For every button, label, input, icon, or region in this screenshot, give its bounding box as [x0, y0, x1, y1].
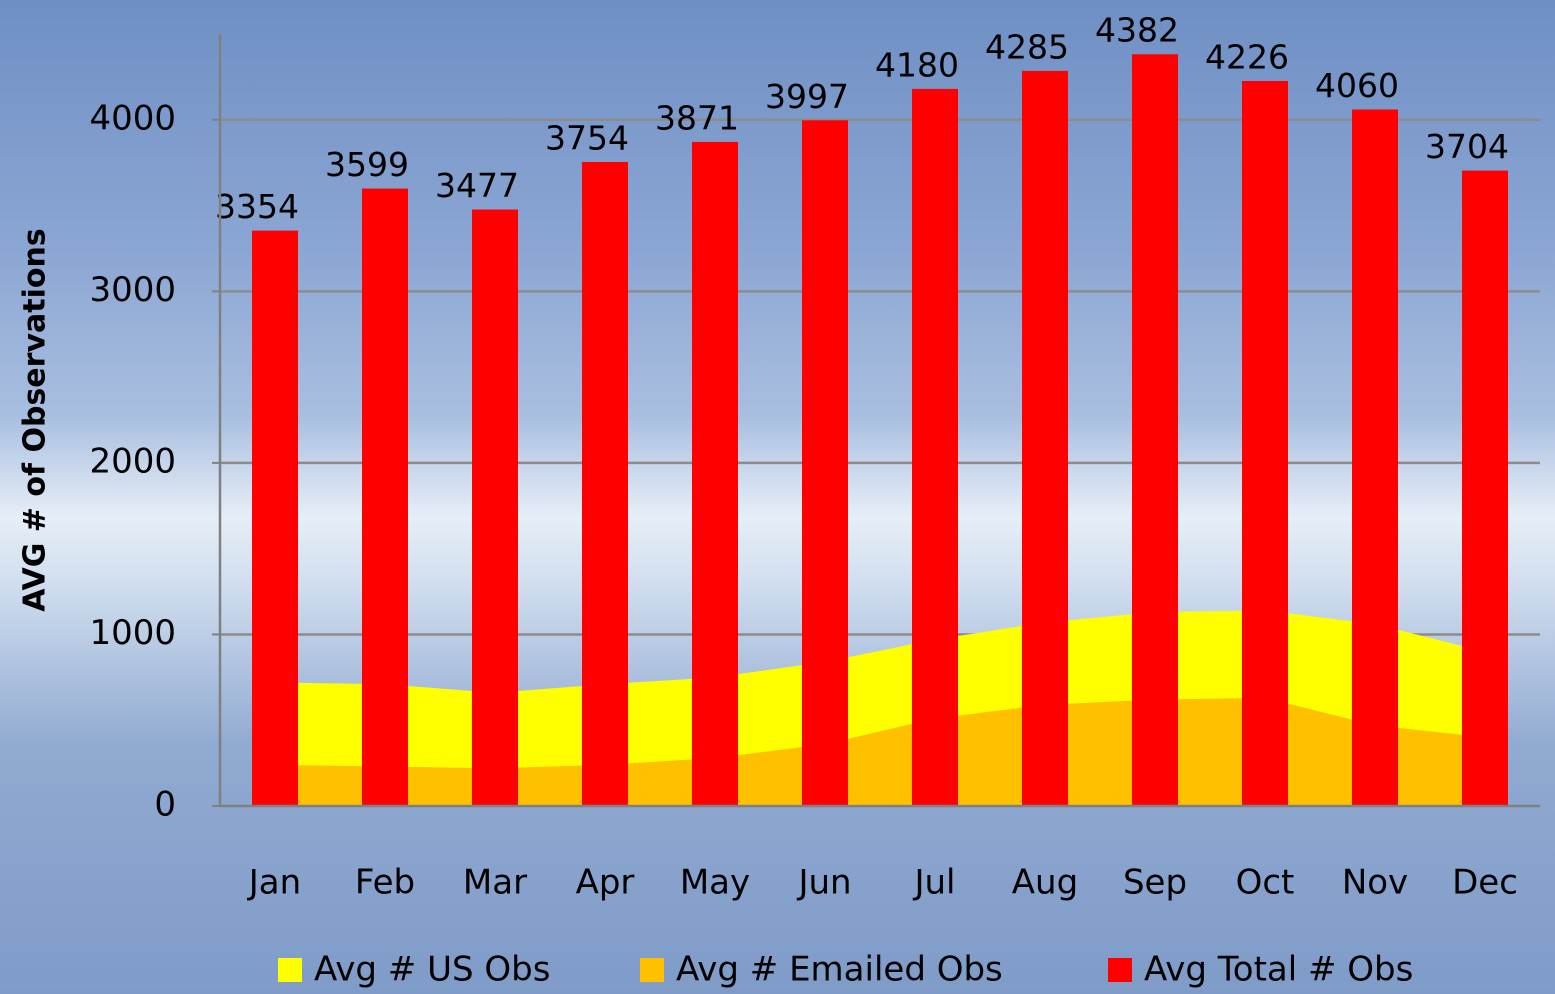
bar	[362, 189, 408, 806]
y-tick-label: 4000	[89, 98, 176, 138]
bar	[1022, 71, 1068, 806]
y-axis-title: AVG # of Observations	[18, 228, 53, 611]
chart: AVG # of Observations 0 1000 2000 3000 4000 3…	[0, 0, 1555, 994]
data-label: 3599	[325, 145, 409, 184]
legend-swatch	[640, 958, 664, 982]
data-label: 3704	[1425, 127, 1509, 166]
bar	[1132, 54, 1178, 806]
data-label: 4382	[1095, 11, 1179, 50]
y-tick-label: 3000	[89, 270, 176, 310]
legend-swatch	[1108, 958, 1132, 982]
x-tick-label: Sep	[1123, 863, 1187, 903]
x-tick-label: Feb	[355, 863, 415, 903]
y-tick-label: 0	[154, 785, 176, 825]
legend-label: Avg Total # Obs	[1144, 950, 1413, 990]
data-label: 4180	[875, 45, 959, 84]
bar	[1242, 81, 1288, 806]
bar	[802, 120, 848, 806]
page: {"chart_data": {"type": "bar", "y_label"…	[0, 0, 1555, 994]
data-label: 3477	[435, 166, 519, 205]
y-tick-label: 2000	[89, 441, 176, 481]
bar	[692, 142, 738, 806]
x-tick-label: Mar	[463, 863, 527, 903]
bar	[252, 231, 298, 806]
data-label: 3871	[655, 98, 739, 137]
bar	[472, 210, 518, 806]
legend-label: Avg # US Obs	[314, 950, 550, 990]
x-tick-label: Jan	[247, 863, 301, 903]
x-tick-label: Aug	[1012, 863, 1078, 903]
x-tick-label: Oct	[1236, 863, 1295, 903]
x-tick-label: Nov	[1342, 863, 1408, 903]
data-label: 4226	[1205, 38, 1289, 77]
data-label: 3997	[765, 77, 849, 116]
x-tick-label: May	[680, 863, 750, 903]
data-label: 4285	[985, 27, 1069, 66]
bar	[912, 89, 958, 806]
data-label: 3754	[545, 118, 629, 157]
x-tick-label: Jul	[912, 863, 955, 903]
legend-swatch	[278, 958, 302, 982]
bar	[1352, 109, 1398, 806]
data-label: 3354	[215, 187, 299, 226]
x-tick-label: Dec	[1452, 863, 1518, 903]
y-tick-label: 1000	[89, 613, 176, 653]
bar	[582, 162, 628, 806]
bar	[1462, 171, 1508, 806]
x-tick-label: Apr	[576, 863, 635, 903]
legend-label: Avg # Emailed Obs	[676, 950, 1003, 990]
x-tick-label: Jun	[796, 863, 851, 903]
data-label: 4060	[1315, 66, 1399, 105]
